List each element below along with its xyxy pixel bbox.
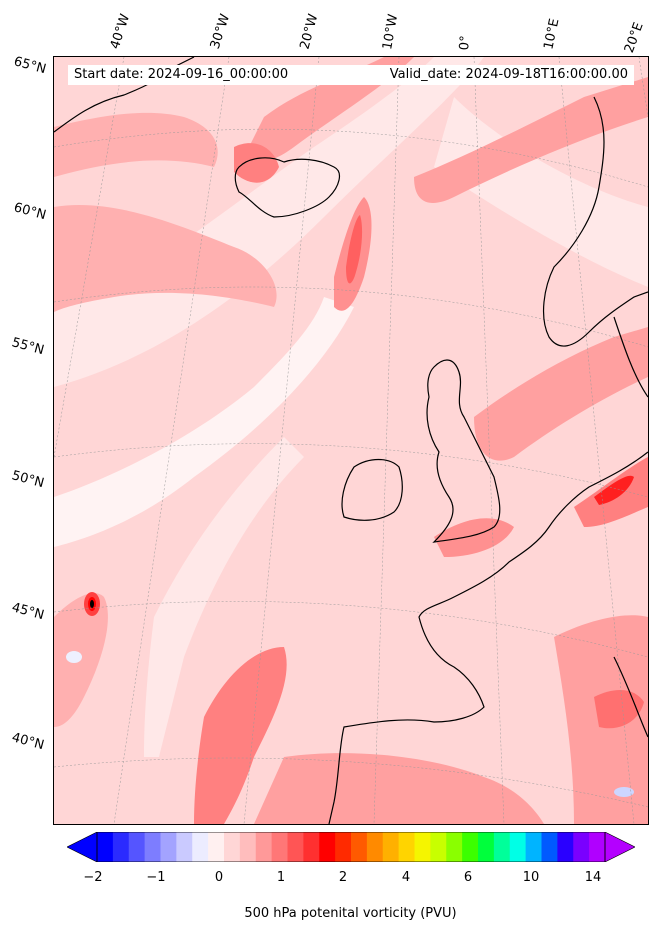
lat-label: 60°N bbox=[12, 200, 48, 224]
colorbar-tick-label: 2 bbox=[338, 870, 348, 885]
colorbar-cell bbox=[351, 832, 368, 862]
valid-date-text: Valid_date: 2024-09-18T16:00:00.00 bbox=[389, 67, 628, 82]
colorbar-cell bbox=[128, 832, 146, 862]
colorbar-cell bbox=[366, 832, 384, 862]
pv-high-band bbox=[474, 327, 648, 461]
pv-high-band bbox=[194, 647, 287, 824]
colorbar-cell bbox=[287, 832, 304, 862]
lat-label: 65°N bbox=[12, 54, 48, 78]
pv-high-band bbox=[234, 143, 279, 183]
colorbar-cell bbox=[446, 832, 463, 862]
pv-map bbox=[54, 57, 648, 824]
colorbar-tick-label: 4 bbox=[401, 870, 411, 885]
colorbar-cell bbox=[493, 832, 511, 862]
colorbar-cell bbox=[398, 832, 415, 862]
colorbar-cell bbox=[478, 832, 495, 862]
map-panel: Start date: 2024-09-16_00:00:00 Valid_da… bbox=[53, 56, 649, 825]
colorbar-cell bbox=[573, 832, 590, 862]
lat-label: 40°N bbox=[10, 730, 46, 754]
graticule bbox=[54, 57, 648, 824]
lon-label: 40°W bbox=[107, 12, 134, 51]
colorbar-tick-label: −2 bbox=[83, 870, 103, 885]
lon-label: 20°W bbox=[297, 12, 322, 51]
colorbar-cell bbox=[160, 832, 177, 862]
lon-label: 20°E bbox=[621, 20, 647, 55]
pv-high-band bbox=[254, 753, 544, 824]
lon-label: 10°E bbox=[541, 17, 563, 52]
date-info-box: Start date: 2024-09-16_00:00:00 Valid_da… bbox=[68, 65, 634, 85]
colorbar-extend-high bbox=[604, 832, 635, 862]
colorbar-tick-label: −1 bbox=[146, 870, 166, 885]
colorbar-cell bbox=[255, 832, 273, 862]
lon-label: 10°W bbox=[380, 13, 402, 52]
pv-high-band bbox=[594, 475, 634, 505]
colorbar-cell bbox=[509, 832, 527, 862]
colorbar-cell bbox=[239, 832, 257, 862]
lon-label: 30°W bbox=[207, 12, 234, 51]
colorbar-cell bbox=[525, 832, 542, 862]
pv-low-patch bbox=[66, 651, 82, 663]
colorbar-cell bbox=[176, 832, 193, 862]
lat-label: 55°N bbox=[10, 335, 46, 359]
colorbar bbox=[67, 832, 635, 862]
colorbar-cell bbox=[144, 832, 161, 862]
colorbar-cell bbox=[97, 832, 114, 862]
colorbar-cell bbox=[589, 832, 606, 862]
pv-high-band bbox=[434, 518, 514, 557]
colorbar-cell bbox=[414, 832, 431, 862]
colorbar-cell bbox=[271, 832, 288, 862]
pv-extreme-spot bbox=[90, 600, 94, 608]
pv-high-band bbox=[346, 215, 363, 284]
pv-low-band bbox=[144, 437, 304, 757]
pv-low-patch bbox=[614, 787, 634, 797]
colorbar-cell bbox=[462, 832, 479, 862]
colorbar-cell bbox=[192, 832, 209, 862]
colorbar-cell bbox=[541, 832, 558, 862]
colorbar-cell bbox=[112, 832, 130, 862]
colorbar-cell bbox=[382, 832, 400, 862]
colorbar-cell bbox=[335, 832, 352, 862]
colorbar-label: 500 hPa potenital vorticity (PVU) bbox=[244, 906, 457, 921]
pv-high-band bbox=[414, 77, 648, 203]
pv-high-band bbox=[594, 690, 644, 729]
lat-label: 45°N bbox=[10, 600, 46, 624]
pv-high-band bbox=[54, 112, 218, 177]
lon-label: 0° bbox=[457, 34, 474, 51]
pv-low-band bbox=[54, 297, 354, 547]
pv-high-band bbox=[54, 205, 277, 312]
colorbar-cell bbox=[319, 832, 336, 862]
colorbar-cell bbox=[224, 832, 241, 862]
start-date-text: Start date: 2024-09-16_00:00:00 bbox=[74, 67, 289, 82]
colorbar-cell bbox=[430, 832, 447, 862]
colorbar-tick-label: 14 bbox=[584, 870, 602, 885]
colorbar-extend-low bbox=[67, 832, 98, 862]
pv-high-band bbox=[54, 593, 108, 727]
colorbar-cell bbox=[208, 832, 225, 862]
colorbar-tick-label: 6 bbox=[463, 870, 473, 885]
colorbar-cell bbox=[303, 832, 320, 862]
colorbar-tick-label: 1 bbox=[276, 870, 286, 885]
lat-label: 50°N bbox=[10, 468, 46, 492]
colorbar-cell bbox=[557, 832, 574, 862]
colorbar-tick-label: 10 bbox=[522, 870, 540, 885]
colorbar-tick-label: 0 bbox=[214, 870, 224, 885]
pv-low-band bbox=[54, 57, 484, 387]
